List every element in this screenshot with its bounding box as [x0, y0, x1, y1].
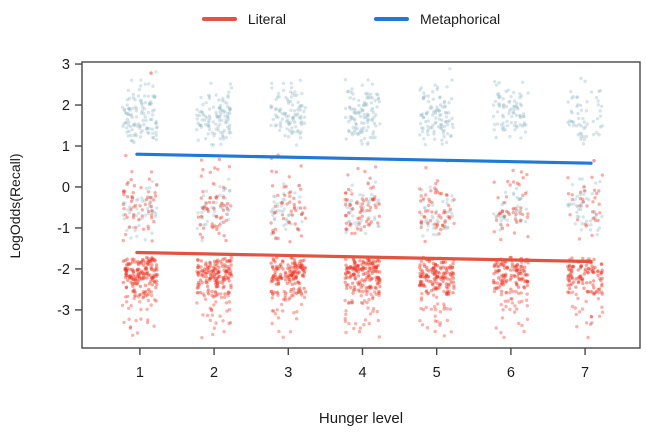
points-band-literal-low-tail [120, 289, 605, 340]
plot-border [81, 61, 641, 349]
x-tick-label: 5 [433, 365, 441, 381]
points-layer [120, 67, 605, 340]
x-tick-label: 1 [136, 365, 144, 381]
literal-line-swatch [201, 17, 237, 21]
x-tick-label: 7 [581, 365, 589, 381]
y-tick-label: 0 [62, 180, 70, 196]
points-band-literal-low-dense [121, 255, 604, 296]
x-tick-label: 2 [210, 365, 218, 381]
legend: Literal Metaphorical [28, 8, 646, 30]
legend-label-metaphorical: Metaphorical [419, 11, 501, 27]
trend-line-metaphorical [135, 152, 593, 165]
y-tick-label: 2 [62, 98, 70, 114]
legend-label-literal: Literal [247, 11, 286, 27]
x-tick-label: 4 [358, 365, 366, 381]
x-axis-label: Hunger level [318, 410, 404, 427]
legend-item-metaphorical: Metaphorical [373, 11, 501, 27]
y-tick-label: -2 [57, 262, 70, 278]
x-tick-label: 3 [284, 365, 292, 381]
y-axis-label: LogOdds(Recall) [7, 153, 23, 259]
points-band-metaphorical-high [120, 67, 604, 147]
points-band-middle-literal [121, 153, 605, 244]
y-tick-label: -3 [57, 303, 70, 319]
x-axis-ticks: 1 2 3 4 5 6 7 [136, 348, 589, 381]
outlier-points [149, 71, 596, 163]
trend-line-literal [135, 250, 593, 264]
legend-item-literal: Literal [201, 11, 286, 27]
points-band-middle-metaphorical [121, 177, 604, 243]
x-tick-label: 6 [507, 365, 515, 381]
y-tick-label: 3 [62, 57, 70, 73]
metaphorical-line-swatch [373, 17, 409, 21]
y-tick-label: 1 [62, 139, 70, 155]
y-axis-ticks: 3 2 1 0 -1 -2 -3 [57, 57, 82, 319]
y-tick-label: -1 [57, 221, 70, 237]
